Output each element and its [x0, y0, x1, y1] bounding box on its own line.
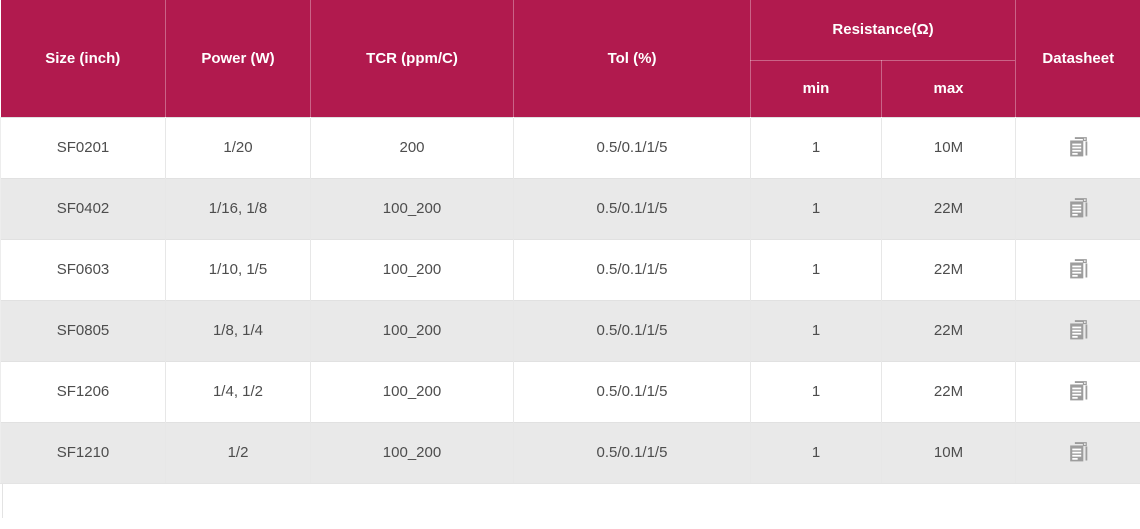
datasheet-link[interactable] — [1063, 193, 1093, 223]
cell-resistance-max: 10M — [880, 421, 1016, 484]
document-copy-icon — [1069, 137, 1088, 157]
cell-size: SF0603 — [0, 238, 166, 300]
cell-power: 1/2 — [165, 421, 311, 484]
cell-datasheet — [1015, 116, 1140, 178]
cell-datasheet — [1015, 238, 1140, 300]
cell-resistance-min: 1 — [750, 116, 882, 178]
cell-size: SF0805 — [0, 299, 166, 361]
cell-tcr: 100_200 — [310, 177, 514, 239]
cell-tol: 0.5/0.1/1/5 — [513, 360, 751, 422]
cell-size: SF1206 — [0, 360, 166, 422]
cell-tcr: 200 — [310, 116, 514, 178]
cell-resistance-max: 22M — [880, 238, 1016, 300]
cell-power: 1/10, 1/5 — [165, 238, 311, 300]
cell-tcr: 100_200 — [310, 360, 514, 422]
datasheet-link[interactable] — [1063, 376, 1093, 406]
cell-tol: 0.5/0.1/1/5 — [513, 299, 751, 361]
cell-tcr: 100_200 — [310, 421, 514, 484]
cell-size: SF1210 — [0, 421, 166, 484]
datasheet-link[interactable] — [1063, 437, 1093, 467]
product-spec-table: Size (inch) Power (W) TCR (ppm/C) Tol (%… — [0, 0, 1140, 484]
datasheet-link[interactable] — [1063, 315, 1093, 345]
table-header: Size (inch) Power (W) TCR (ppm/C) Tol (%… — [0, 0, 1140, 117]
col-header-tcr: TCR (ppm/C) — [310, 0, 514, 117]
cell-resistance-max: 22M — [880, 177, 1016, 239]
cell-resistance-min: 1 — [750, 360, 882, 422]
table-row: SF0603 1/10, 1/5 100_200 0.5/0.1/1/5 1 22M — [0, 238, 1140, 300]
col-header-power: Power (W) — [165, 0, 311, 117]
cell-tcr: 100_200 — [310, 299, 514, 361]
cell-power: 1/16, 1/8 — [165, 177, 311, 239]
col-header-resistance: Resistance(Ω) — [749, 0, 1016, 61]
cell-resistance-min: 1 — [750, 299, 882, 361]
document-copy-icon — [1069, 259, 1088, 279]
table-body: SF0201 1/20 200 0.5/0.1/1/5 1 10M SF0402 1/16,… — [0, 116, 1140, 484]
document-copy-icon — [1069, 381, 1088, 401]
cell-tcr: 100_200 — [310, 238, 514, 300]
document-copy-icon — [1069, 442, 1088, 462]
cell-tol: 0.5/0.1/1/5 — [513, 421, 751, 484]
cell-power: 1/8, 1/4 — [165, 299, 311, 361]
datasheet-link[interactable] — [1063, 132, 1093, 162]
cell-resistance-max: 22M — [880, 360, 1016, 422]
document-copy-icon — [1069, 320, 1088, 340]
document-copy-icon — [1069, 198, 1088, 218]
cell-power: 1/4, 1/2 — [165, 360, 311, 422]
cell-resistance-max: 22M — [880, 299, 1016, 361]
table-row: SF1210 1/2 100_200 0.5/0.1/1/5 1 10M — [0, 421, 1140, 484]
cell-size: SF0201 — [0, 116, 166, 178]
datasheet-link[interactable] — [1063, 254, 1093, 284]
cell-resistance-max: 10M — [880, 116, 1016, 178]
cell-datasheet — [1015, 360, 1140, 422]
table-row: SF0805 1/8, 1/4 100_200 0.5/0.1/1/5 1 22M — [0, 299, 1140, 361]
cell-resistance-min: 1 — [750, 238, 882, 300]
cell-resistance-min: 1 — [750, 421, 882, 484]
cell-resistance-min: 1 — [750, 177, 882, 239]
table-row: SF1206 1/4, 1/2 100_200 0.5/0.1/1/5 1 22M — [0, 360, 1140, 422]
cell-datasheet — [1015, 177, 1140, 239]
table-row: SF0402 1/16, 1/8 100_200 0.5/0.1/1/5 1 22M — [0, 177, 1140, 239]
table-row: SF0201 1/20 200 0.5/0.1/1/5 1 10M — [0, 116, 1140, 178]
col-header-resistance-max: max — [880, 60, 1016, 117]
cell-tol: 0.5/0.1/1/5 — [513, 177, 751, 239]
cell-size: SF0402 — [0, 177, 166, 239]
cell-tol: 0.5/0.1/1/5 — [513, 116, 751, 178]
cell-datasheet — [1015, 299, 1140, 361]
col-header-resistance-min: min — [750, 60, 882, 117]
table-left-edge-line — [2, 483, 3, 518]
cell-datasheet — [1015, 421, 1140, 484]
col-header-datasheet: Datasheet — [1015, 0, 1140, 117]
cell-tol: 0.5/0.1/1/5 — [513, 238, 751, 300]
cell-power: 1/20 — [165, 116, 311, 178]
col-header-size: Size (inch) — [0, 0, 166, 117]
col-header-tol: Tol (%) — [513, 0, 751, 117]
